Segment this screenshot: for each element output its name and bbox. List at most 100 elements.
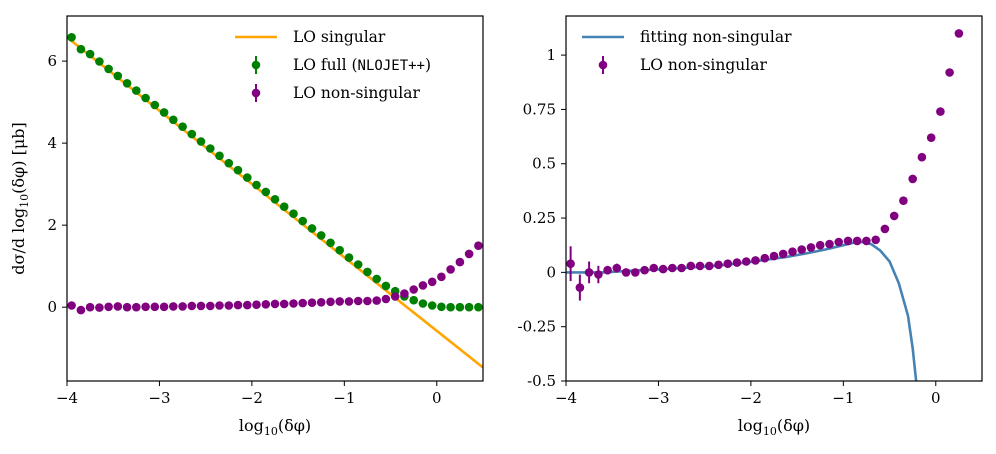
y-tick-label: 1 [546, 46, 556, 64]
y-tick-label: 6 [47, 52, 57, 70]
data-point-lo-full-nlojet [307, 224, 317, 233]
legend-swatch-lo-non-singular [598, 60, 608, 70]
data-point-lo-non-singular [862, 236, 871, 246]
x-tick-label: −1 [832, 389, 854, 407]
y-tick-label: 2 [47, 216, 57, 234]
data-point-lo-full-nlojet [122, 79, 132, 88]
plot-area [566, 29, 964, 381]
axes-frame [66, 15, 484, 382]
data-point-lo-non-singular [353, 296, 363, 306]
data-point-lo-non-singular [640, 265, 649, 275]
data-point-lo-non-singular [917, 152, 927, 162]
data-point-lo-full-nlojet [446, 302, 455, 312]
data-point-lo-non-singular [936, 107, 945, 116]
data-point-lo-non-singular [834, 237, 843, 247]
data-point-lo-non-singular [926, 133, 936, 142]
axes-frame [565, 15, 983, 382]
left-panel: −4 −3 −2 −1 0 0 2 4 6 log10(δφ) dσ/d log10(δφ) [μb… [9, 15, 484, 438]
data-point-lo-full-nlojet [261, 187, 271, 197]
data-point-lo-non-singular [409, 285, 419, 294]
x-tick-label: −4 [56, 389, 78, 407]
legend-swatch-lo-full-nlojet [251, 60, 261, 70]
data-point-lo-full-nlojet [206, 144, 215, 153]
data-point-lo-non-singular [723, 259, 733, 269]
y-axis-label: dσ/d log10(δφ) [μb] [9, 122, 31, 274]
data-point-lo-full-nlojet [233, 165, 243, 175]
data-point-lo-non-singular [446, 265, 455, 274]
data-point-lo-full-nlojet [187, 129, 197, 139]
data-point-lo-full-nlojet [289, 209, 298, 218]
data-point-lo-full-nlojet [344, 253, 354, 262]
data-point-lo-full-nlojet [298, 216, 308, 226]
data-point-lo-non-singular [270, 299, 280, 309]
data-point-lo-full-nlojet [270, 195, 280, 204]
data-point-lo-full-nlojet [474, 302, 483, 312]
data-point-lo-full-nlojet [316, 231, 326, 240]
data-point-lo-non-singular [695, 261, 705, 271]
data-point-lo-non-singular [668, 263, 677, 273]
data-point-lo-full-nlojet [141, 93, 150, 103]
data-point-lo-non-singular [196, 301, 206, 311]
data-point-lo-non-singular [945, 68, 954, 77]
legend-swatch-lo-non-singular [251, 88, 261, 98]
data-point-lo-non-singular [603, 265, 612, 275]
data-point-lo-non-singular [85, 302, 95, 312]
data-point-lo-full-nlojet [224, 158, 234, 168]
x-tick-label: −2 [740, 389, 762, 407]
data-point-lo-full-nlojet [464, 302, 474, 312]
x-axis-label: log10(δφ) [738, 416, 810, 438]
data-point-lo-full-nlojet [95, 57, 104, 66]
data-point-lo-non-singular [289, 299, 298, 308]
data-point-lo-non-singular [594, 270, 603, 279]
data-point-lo-non-singular [279, 299, 289, 309]
data-point-lo-non-singular [899, 196, 908, 205]
legend-label-lo-singular: LO singular [293, 28, 386, 46]
data-point-lo-non-singular [95, 303, 104, 312]
y-tick-label: 0 [47, 298, 57, 316]
data-point-lo-non-singular [843, 236, 853, 246]
data-point-lo-non-singular [261, 300, 271, 309]
data-point-lo-full-nlojet [132, 86, 141, 95]
data-point-lo-non-singular [825, 239, 834, 249]
data-point-lo-non-singular [788, 247, 797, 256]
data-point-lo-non-singular [122, 302, 132, 312]
data-point-lo-full-nlojet [85, 49, 95, 59]
data-point-lo-full-nlojet [427, 301, 437, 310]
plot-area [67, 33, 483, 369]
series-line-fitting-non-singular [566, 240, 918, 381]
data-point-lo-non-singular [871, 235, 880, 245]
x-tick-label: −3 [647, 389, 669, 407]
data-point-lo-non-singular [252, 300, 261, 310]
data-point-lo-non-singular [464, 249, 474, 259]
data-point-lo-non-singular [575, 283, 585, 292]
legend-label-lo-full-nlojet: LO full (NLOJET++) [293, 56, 431, 74]
data-point-lo-non-singular [418, 281, 428, 290]
data-point-lo-non-singular [169, 302, 178, 311]
data-point-lo-full-nlojet [363, 267, 372, 277]
data-point-lo-non-singular [132, 302, 141, 312]
data-point-lo-non-singular [104, 302, 113, 312]
legend-label-fitting-non-singular: fitting non-singular [640, 28, 792, 46]
data-point-lo-non-singular [243, 300, 252, 310]
data-point-lo-non-singular [742, 257, 751, 266]
data-point-lo-non-singular [455, 257, 465, 267]
data-point-lo-non-singular [233, 300, 243, 310]
data-point-lo-non-singular [326, 297, 335, 307]
data-point-lo-full-nlojet [418, 299, 428, 308]
data-point-lo-non-singular [566, 259, 575, 269]
data-point-lo-non-singular [187, 301, 197, 311]
data-point-lo-non-singular [390, 292, 400, 301]
data-point-lo-non-singular [852, 236, 862, 246]
data-point-lo-full-nlojet [76, 44, 86, 54]
data-point-lo-non-singular [316, 298, 326, 307]
data-point-lo-non-singular [372, 296, 382, 305]
right-panel: −4 −3 −2 −1 0 -0.5 -0.25 0 0.25 0.5 0.75 1 log10(δφ)… [518, 15, 983, 438]
data-point-lo-non-singular [224, 301, 234, 310]
data-point-lo-non-singular [113, 302, 123, 311]
data-point-lo-non-singular [307, 298, 317, 308]
data-point-lo-non-singular [705, 261, 714, 271]
data-point-lo-non-singular [67, 301, 76, 310]
data-point-lo-non-singular [686, 261, 696, 271]
data-point-lo-non-singular [769, 251, 779, 261]
data-point-lo-non-singular [344, 297, 354, 306]
